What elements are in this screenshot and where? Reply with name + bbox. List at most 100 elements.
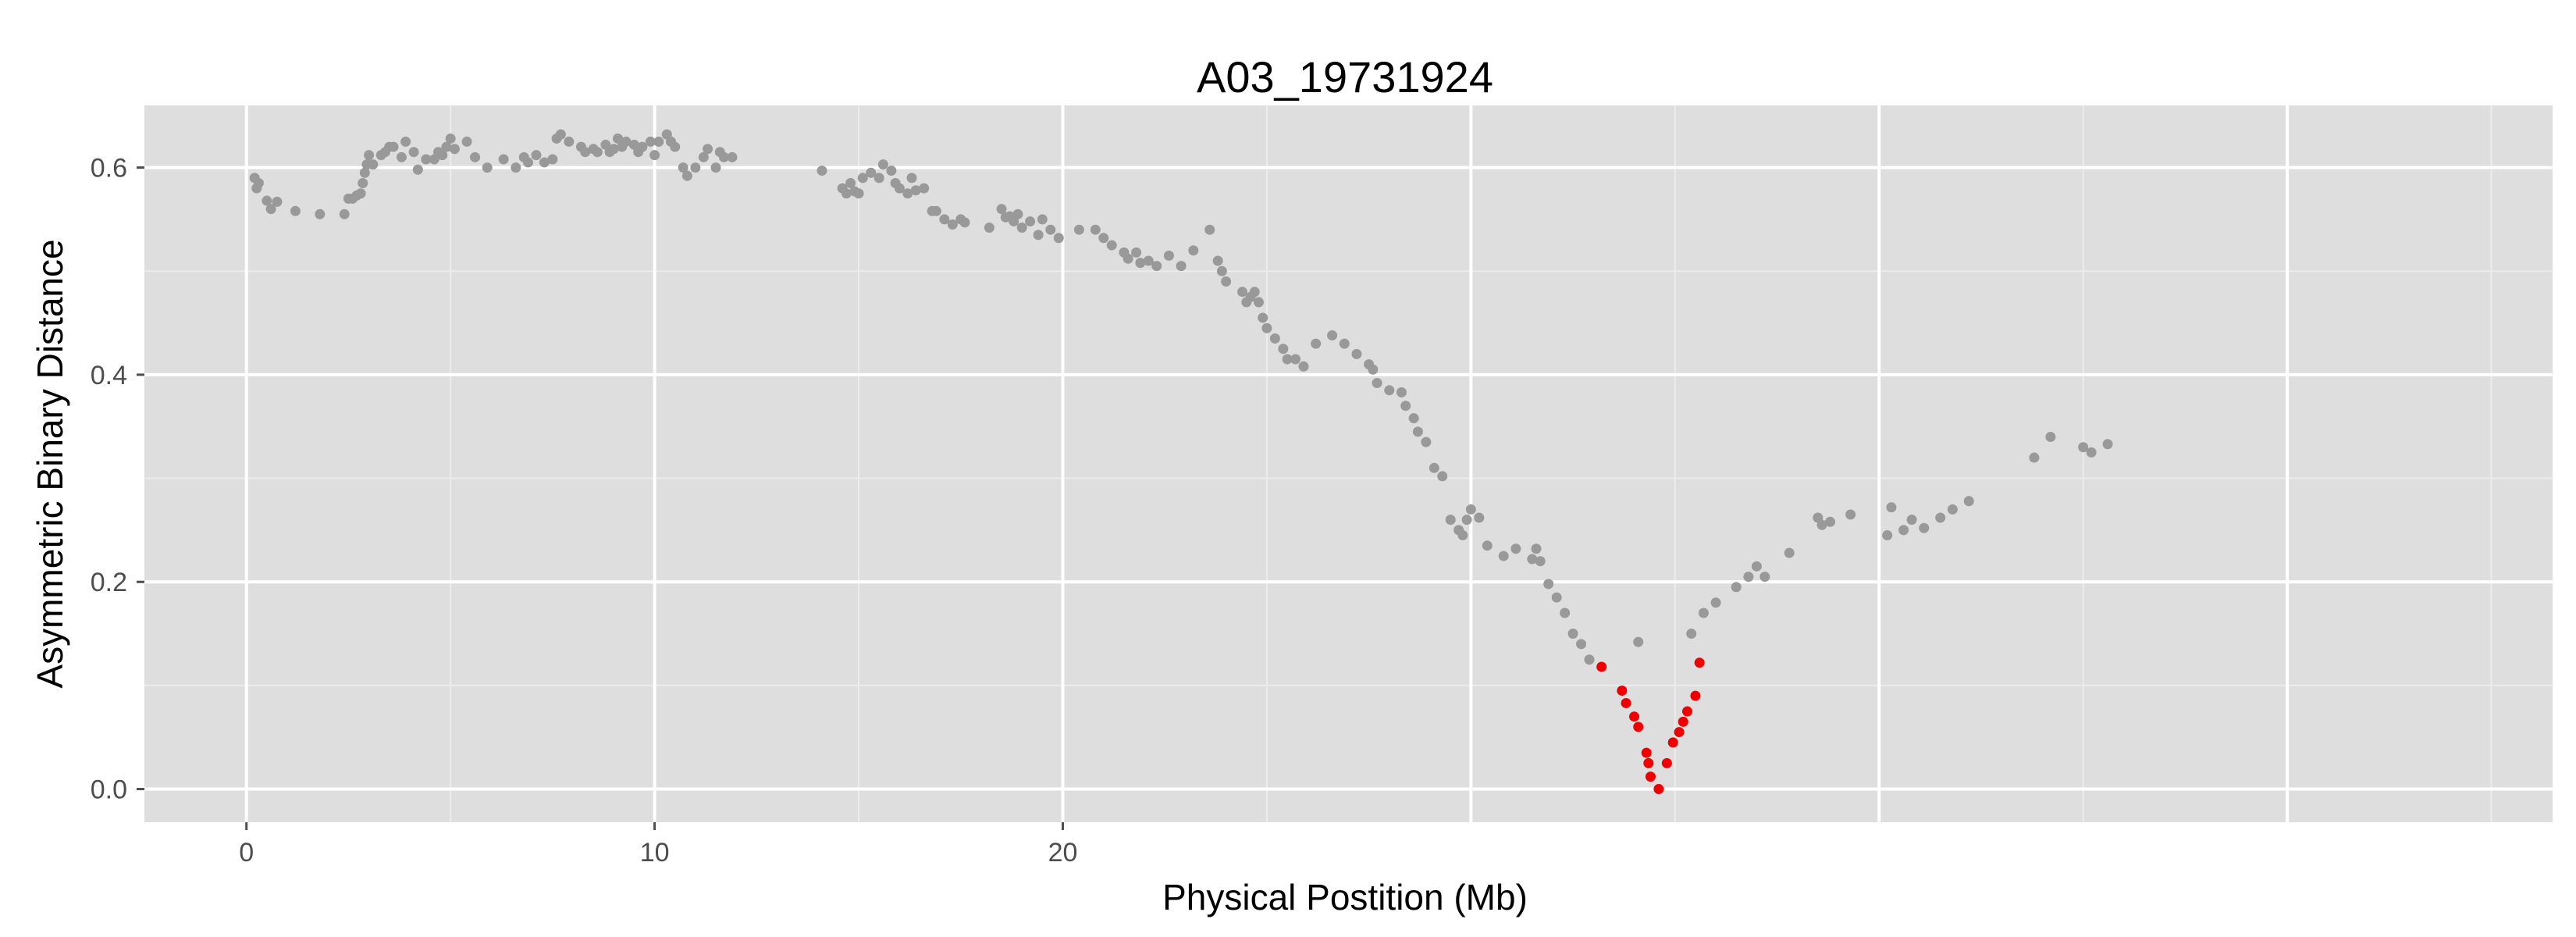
data-point (1445, 515, 1456, 526)
data-point (461, 136, 472, 147)
x-axis-title: Physical Postition (Mb) (1162, 877, 1528, 917)
data-point (649, 150, 660, 161)
highlighted-point (1678, 716, 1688, 727)
data-point (1461, 515, 1472, 526)
y-axis-ticks: 0.0 0.2 0.4 0.6 (91, 154, 144, 805)
data-point (1482, 540, 1493, 551)
data-point (1221, 276, 1232, 287)
data-point (1269, 333, 1280, 344)
data-point (1731, 582, 1742, 593)
data-point (1845, 509, 1856, 520)
data-point (939, 214, 950, 225)
data-point (1474, 512, 1485, 523)
data-point (1090, 224, 1101, 235)
x-tick-label: 0 (239, 838, 254, 868)
data-point (400, 136, 411, 147)
data-point (1543, 579, 1554, 590)
data-point (1025, 216, 1036, 227)
data-point (873, 173, 884, 183)
data-point (1584, 654, 1595, 665)
highlighted-point (1643, 757, 1654, 768)
data-point (1751, 561, 1762, 572)
data-point (265, 204, 276, 215)
data-point (841, 188, 852, 199)
data-point (339, 208, 350, 219)
highlighted-point (1645, 771, 1656, 782)
data-point (408, 147, 419, 158)
highlighted-point (1694, 657, 1705, 668)
data-point (482, 162, 493, 173)
data-point (470, 151, 481, 162)
data-point (253, 177, 264, 188)
highlighted-point (1596, 661, 1607, 672)
data-point (906, 173, 917, 183)
data-point (678, 162, 688, 173)
data-point (359, 167, 370, 178)
highlighted-point (1667, 737, 1678, 748)
data-point (1535, 556, 1546, 567)
data-point (358, 177, 368, 188)
data-point (1131, 247, 1142, 258)
data-point (1510, 543, 1521, 554)
y-tick-label: 0.2 (91, 568, 127, 597)
data-point (592, 147, 603, 158)
data-point (315, 208, 326, 219)
data-point (1759, 572, 1770, 583)
data-point (1163, 250, 1174, 261)
data-point (396, 151, 407, 162)
data-point (555, 129, 566, 140)
data-point (947, 219, 958, 230)
data-point (608, 144, 619, 155)
data-point (1073, 224, 1084, 235)
data-point (1339, 338, 1350, 349)
data-point (1963, 496, 1974, 507)
data-point (886, 166, 897, 176)
data-point (653, 136, 664, 147)
data-point (355, 188, 366, 199)
data-point (1216, 265, 1227, 276)
data-point (1282, 354, 1293, 365)
data-point (1498, 550, 1509, 561)
y-axis-title: Asymmetric Binary Distance (30, 239, 70, 688)
data-point (388, 141, 399, 152)
data-point (437, 150, 448, 161)
data-point (1412, 426, 1423, 437)
data-point (1212, 255, 1223, 266)
data-point (959, 217, 970, 228)
data-point (523, 157, 534, 168)
data-point (1188, 245, 1199, 256)
data-point (1919, 522, 1930, 533)
data-point (2078, 442, 2089, 453)
data-point (1298, 361, 1309, 372)
data-point (1396, 387, 1407, 397)
data-point (910, 185, 921, 196)
data-point (1327, 330, 1338, 341)
data-point (930, 205, 941, 216)
highlighted-point (1621, 697, 1631, 708)
data-point (1037, 214, 1048, 225)
data-point (1098, 233, 1109, 244)
data-point (1576, 639, 1587, 650)
data-point (262, 195, 272, 206)
highlighted-point (1690, 690, 1701, 701)
data-point (727, 151, 738, 162)
data-point (445, 133, 456, 144)
data-point (613, 133, 624, 144)
data-point (1825, 516, 1835, 527)
data-point (531, 150, 542, 161)
data-point (1400, 401, 1411, 411)
data-point (1560, 607, 1571, 618)
data-point (1408, 413, 1419, 424)
data-point (1151, 261, 1162, 272)
data-point (1053, 233, 1064, 244)
data-point (919, 183, 930, 194)
x-axis-ticks: 0 10 20 (239, 822, 1077, 868)
data-point (1567, 629, 1578, 640)
highlighted-point (1629, 711, 1640, 722)
data-point (498, 154, 509, 165)
data-point (894, 183, 905, 194)
data-point (710, 162, 721, 173)
data-point (670, 141, 681, 152)
data-point (1743, 572, 1754, 583)
